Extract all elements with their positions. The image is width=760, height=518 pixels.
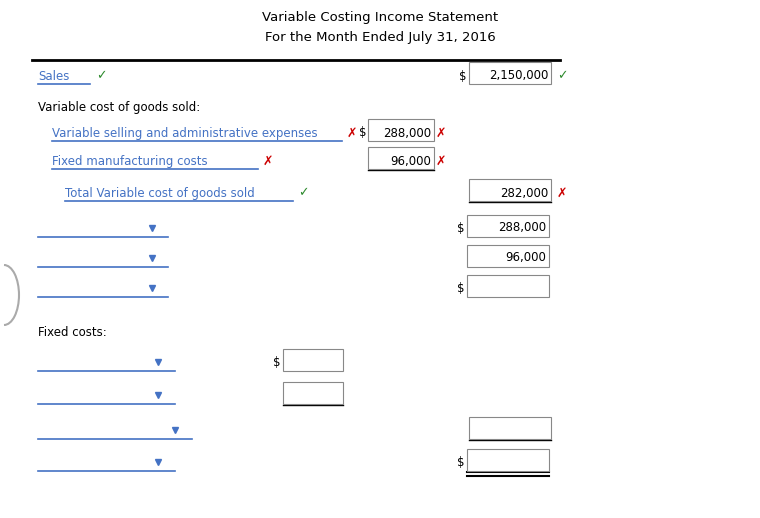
Text: $: $ — [457, 222, 464, 235]
Text: Fixed manufacturing costs: Fixed manufacturing costs — [52, 154, 207, 167]
FancyBboxPatch shape — [368, 119, 434, 141]
FancyBboxPatch shape — [467, 449, 549, 471]
FancyBboxPatch shape — [469, 417, 551, 439]
Text: Total Variable cost of goods sold: Total Variable cost of goods sold — [65, 186, 255, 199]
FancyBboxPatch shape — [467, 215, 549, 237]
Text: 96,000: 96,000 — [505, 252, 546, 265]
FancyBboxPatch shape — [283, 349, 343, 371]
Text: 2,150,000: 2,150,000 — [489, 69, 548, 82]
Text: For the Month Ended July 31, 2016: For the Month Ended July 31, 2016 — [264, 32, 496, 45]
Text: ✗: ✗ — [436, 126, 447, 139]
Text: ✓: ✓ — [96, 69, 106, 82]
FancyBboxPatch shape — [467, 245, 549, 267]
Text: Variable selling and administrative expenses: Variable selling and administrative expe… — [52, 126, 318, 139]
Text: ✗: ✗ — [557, 186, 568, 199]
Text: ✓: ✓ — [298, 186, 309, 199]
Text: Sales: Sales — [38, 69, 69, 82]
Text: 288,000: 288,000 — [383, 126, 431, 139]
Text: 282,000: 282,000 — [500, 186, 548, 199]
Text: Fixed costs:: Fixed costs: — [38, 325, 106, 338]
Text: ✗: ✗ — [263, 154, 274, 167]
Text: $: $ — [457, 281, 464, 295]
FancyBboxPatch shape — [469, 179, 551, 201]
Text: ✗: ✗ — [436, 154, 447, 167]
Text: $: $ — [457, 455, 464, 468]
Text: $: $ — [359, 126, 366, 139]
FancyBboxPatch shape — [368, 147, 434, 169]
Text: ✗: ✗ — [347, 126, 357, 139]
Text: Variable Costing Income Statement: Variable Costing Income Statement — [262, 11, 498, 24]
Text: $: $ — [458, 69, 466, 82]
Text: 288,000: 288,000 — [498, 222, 546, 235]
Text: $: $ — [274, 355, 281, 368]
FancyBboxPatch shape — [467, 275, 549, 297]
FancyBboxPatch shape — [469, 62, 551, 84]
Text: Variable cost of goods sold:: Variable cost of goods sold: — [38, 102, 200, 114]
Text: ✓: ✓ — [557, 69, 568, 82]
FancyBboxPatch shape — [283, 382, 343, 404]
Text: 96,000: 96,000 — [390, 154, 431, 167]
